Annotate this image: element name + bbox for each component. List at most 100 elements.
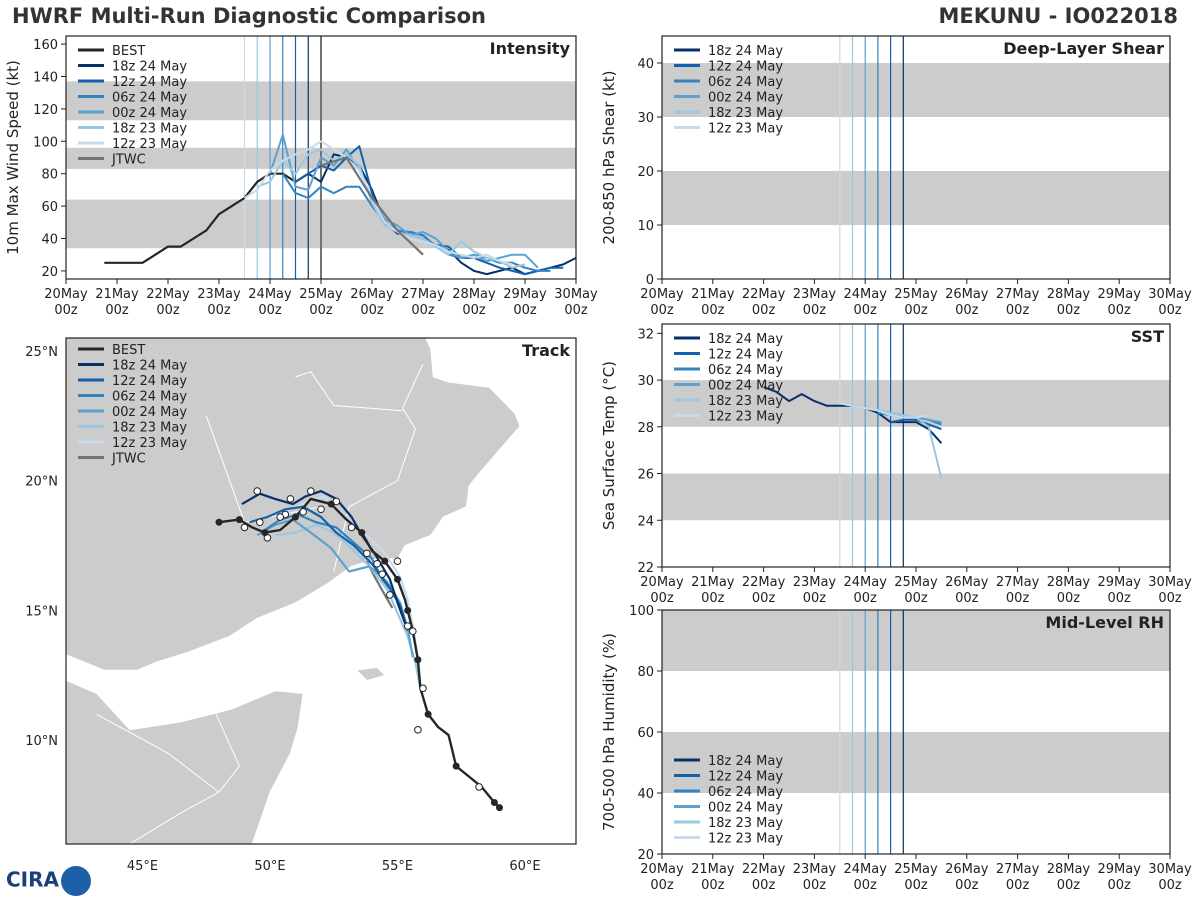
forecast-marker: [276, 513, 285, 521]
y-tick-label: 60: [41, 200, 58, 215]
x-tick-label: 00z: [207, 303, 231, 318]
legend-label: 18z 24 May: [708, 754, 783, 769]
x-tick-label: 23May: [197, 287, 241, 302]
land-horn: [66, 680, 304, 844]
x-tick-label: 30May: [1148, 575, 1192, 590]
y-tick-label: 22: [637, 561, 654, 576]
legend-label: 06z 24 May: [708, 363, 783, 378]
x-tick-label: 23May: [793, 862, 837, 877]
x-tick-label: 27May: [996, 575, 1040, 590]
lat-tick-label: 10°N: [25, 734, 58, 749]
best-track-marker: [215, 518, 223, 526]
forecast-marker: [373, 559, 381, 568]
y-tick-label: 80: [637, 665, 654, 680]
legend-label: 12z 23 May: [112, 436, 187, 451]
forecast-marker: [347, 523, 356, 532]
x-tick-label: 00z: [54, 303, 78, 318]
y-tick-label: 26: [637, 468, 654, 483]
forecast-marker: [378, 570, 387, 578]
best-track-marker: [424, 710, 432, 718]
x-tick-label: 00z: [105, 303, 129, 318]
forecast-marker: [363, 549, 371, 558]
x-tick-label: 00z: [752, 878, 776, 893]
series-12z-23-May: [243, 140, 513, 266]
best-track-marker: [327, 500, 335, 508]
forecast-marker: [386, 591, 394, 599]
lon-tick-label: 45°E: [127, 859, 158, 874]
x-tick-label: 29May: [1097, 575, 1141, 590]
x-tick-label: 22May: [742, 287, 786, 302]
forecast-marker: [299, 508, 307, 516]
x-tick-label: 00z: [156, 303, 180, 318]
sst-chart: 22242628303220May00z21May00z22May00z23Ma…: [600, 323, 1192, 606]
x-tick-label: 21May: [691, 575, 735, 590]
border-3: [96, 708, 240, 793]
best-track-marker: [404, 606, 412, 614]
x-tick-label: 20May: [640, 575, 684, 590]
x-tick-label: 24May: [843, 862, 887, 877]
x-tick-label: 00z: [309, 303, 333, 318]
legend-label: BEST: [112, 44, 145, 59]
x-tick-label: 29May: [1097, 862, 1141, 877]
x-tick-label: 29May: [1097, 287, 1141, 302]
x-tick-label: 00z: [650, 303, 674, 318]
x-tick-label: 26May: [945, 575, 989, 590]
legend-label: 12z 24 May: [708, 348, 783, 363]
legend-label: 18z 23 May: [708, 816, 783, 831]
x-tick-label: 25May: [894, 862, 938, 877]
best-track-marker: [292, 513, 299, 521]
x-tick-label: 25May: [894, 287, 938, 302]
x-tick-label: 00z: [1158, 878, 1182, 893]
y-tick-label: 120: [33, 103, 58, 118]
best-track-marker: [358, 529, 366, 537]
lon-tick-label: 60°E: [509, 859, 540, 874]
band-0: [662, 171, 1170, 225]
x-tick-label: 24May: [248, 287, 292, 302]
x-tick-label: 00z: [564, 303, 588, 318]
x-tick-label: 00z: [1057, 591, 1081, 606]
x-tick-label: 00z: [1057, 878, 1081, 893]
legend-label: 18z 24 May: [708, 44, 783, 59]
x-tick-label: 20May: [640, 862, 684, 877]
forecast-marker: [409, 627, 417, 636]
chart-title: Mid-Level RH: [1045, 613, 1164, 632]
x-tick-label: 00z: [955, 878, 979, 893]
legend-label: 12z 23 May: [708, 122, 783, 137]
legend-label: 12z 24 May: [708, 60, 783, 75]
series-12z-24-May: [890, 418, 942, 431]
legend-label: 06z 24 May: [112, 91, 187, 106]
best-track-marker: [394, 575, 401, 583]
y-tick-label: 20: [637, 848, 654, 863]
best-track-marker: [261, 529, 269, 537]
forecast-marker: [475, 783, 483, 791]
intensity-chart: 2040608010012014016020May00z21May00z22Ma…: [4, 35, 598, 318]
y-tick-label: 30: [637, 111, 654, 126]
x-tick-label: 26May: [945, 287, 989, 302]
y-axis-label: 10m Max Wind Speed (kt): [4, 60, 22, 255]
x-tick-label: 24May: [843, 287, 887, 302]
forecast-marker: [317, 505, 325, 514]
x-tick-label: 21May: [691, 287, 735, 302]
legend-label: 00z 24 May: [112, 405, 187, 420]
y-tick-label: 80: [41, 168, 58, 183]
x-tick-label: 00z: [1108, 591, 1132, 606]
x-tick-label: 30May: [1148, 862, 1192, 877]
logo-globe-icon: [61, 866, 91, 896]
band-1: [662, 610, 1170, 671]
land-socotra: [355, 667, 386, 681]
chart-title: Deep-Layer Shear: [1003, 39, 1164, 58]
x-tick-label: 00z: [1108, 303, 1132, 318]
x-tick-label: 00z: [701, 591, 725, 606]
y-tick-label: 20: [637, 165, 654, 180]
legend-label: 12z 23 May: [708, 832, 783, 847]
page-title: HWRF Multi-Run Diagnostic Comparison: [12, 4, 487, 28]
x-tick-label: 00z: [411, 303, 435, 318]
chart-title: SST: [1131, 327, 1164, 346]
x-tick-label: 00z: [701, 878, 725, 893]
y-tick-label: 0: [646, 273, 654, 288]
x-tick-label: 28May: [1047, 862, 1091, 877]
best-track-marker: [381, 557, 389, 565]
lat-tick-label: 25°N: [25, 345, 58, 360]
x-tick-label: 29May: [503, 287, 547, 302]
series-group: [104, 133, 576, 276]
